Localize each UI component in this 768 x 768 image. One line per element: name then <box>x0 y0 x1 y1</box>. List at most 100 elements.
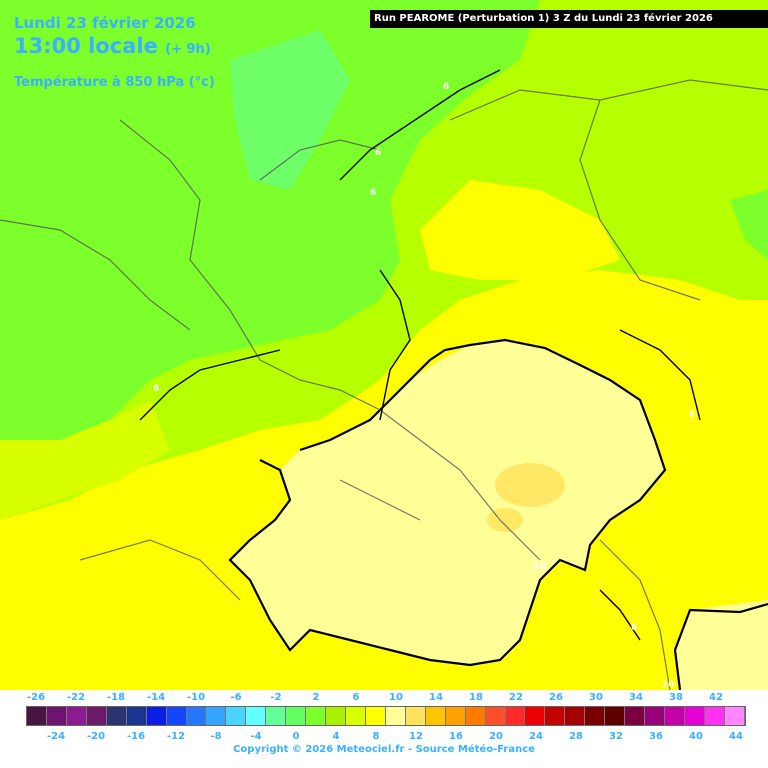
coastline-se <box>673 602 768 690</box>
legend-top-label: 22 <box>509 692 523 703</box>
temperature-map <box>0 0 768 690</box>
legend-top-label: 18 <box>469 692 483 703</box>
copyright: Copyright © 2026 Meteociel.fr - Source M… <box>233 744 535 755</box>
legend-swatch <box>326 707 346 725</box>
legend-bottom-label: 40 <box>689 731 703 742</box>
legend-swatch <box>86 707 107 725</box>
legend-swatch <box>66 707 87 725</box>
legend-bottom-label: 16 <box>449 731 463 742</box>
legend-swatch <box>505 707 526 725</box>
legend-top-label: -10 <box>186 692 206 703</box>
legend-swatch <box>346 707 366 725</box>
isotherm-6 <box>139 69 701 641</box>
legend-top-label: 10 <box>389 692 403 703</box>
legend-bottom-label: 36 <box>649 731 663 742</box>
legend-swatch <box>106 707 127 725</box>
forecast-time-value: 13:00 locale <box>14 34 158 58</box>
isotherm-label: 6 <box>370 188 377 198</box>
coastline <box>228 338 667 667</box>
legend-swatch <box>625 707 646 725</box>
legend-bottom-label: 4 <box>332 731 340 742</box>
legend-swatch <box>684 707 705 725</box>
legend-bottom-label: -20 <box>86 731 106 742</box>
legend-swatch <box>585 707 606 725</box>
legend-swatch <box>545 707 566 725</box>
field-yellow-ne <box>420 180 620 280</box>
country-borders <box>0 79 768 690</box>
legend-top-label: 34 <box>629 692 643 703</box>
legend-swatch <box>665 707 685 725</box>
legend-bottom-label: 32 <box>609 731 623 742</box>
field-paleyellow <box>230 340 665 665</box>
legend-swatch <box>286 707 307 725</box>
legend-swatch <box>724 707 745 725</box>
legend-swatch <box>704 707 725 725</box>
isotherm-label: 10 <box>534 562 547 572</box>
legend-bottom-label: -12 <box>166 731 186 742</box>
field-paleyellow-se <box>675 600 768 690</box>
legend-swatch <box>445 707 466 725</box>
legend-swatch <box>206 707 227 725</box>
legend-swatch <box>266 707 287 725</box>
legend-swatch <box>365 707 386 725</box>
legend-swatch <box>46 707 67 725</box>
isotherm-label: 6 <box>631 623 638 633</box>
legend-top-label: -14 <box>146 692 166 703</box>
legend-swatch <box>146 707 167 725</box>
isotherm-label: 6 <box>375 148 382 158</box>
legend-top-label: -18 <box>106 692 126 703</box>
legend-bottom-label: 28 <box>569 731 583 742</box>
legend-top-label: 26 <box>549 692 563 703</box>
legend-top-label: -2 <box>270 692 282 703</box>
legend-swatch <box>226 707 247 725</box>
legend-swatch <box>126 707 147 725</box>
color-legend: -26 -22 -18 -14 -10 -6 -2 2 6 10 14 18 22 26 30 34 38 42 … <box>0 690 768 768</box>
legend-bottom-label: 44 <box>729 731 743 742</box>
forecast-date: Lundi 23 février 2026 <box>14 14 196 32</box>
legend-bottom-label: -8 <box>210 731 222 742</box>
legend-swatch <box>405 707 426 725</box>
legend-bottom-label: 0 <box>292 731 300 742</box>
legend-top-label: -6 <box>230 692 242 703</box>
legend-swatch <box>27 707 47 725</box>
legend-bottom-label: 12 <box>409 731 423 742</box>
legend-swatch <box>385 707 406 725</box>
isotherm-label: 6 <box>689 410 696 420</box>
legend-swatch <box>465 707 486 725</box>
field-yellow-sw <box>0 400 170 520</box>
variable-label: Température à 850 hPa (°c) <box>14 75 215 90</box>
legend-top-label: 38 <box>669 692 683 703</box>
isotherm-label: 6 <box>153 384 160 394</box>
isotherm-label: 10 <box>662 680 675 690</box>
legend-color-bar <box>26 706 746 726</box>
legend-swatch <box>485 707 506 725</box>
legend-top-label: 14 <box>429 692 443 703</box>
forecast-time: 13:00 locale (+ 9h) <box>14 34 211 58</box>
legend-bottom-label: 24 <box>529 731 543 742</box>
field-green-3 <box>730 190 768 260</box>
warm-patch-2 <box>487 508 523 532</box>
legend-top-label: -26 <box>26 692 46 703</box>
run-info: Run PEAROME (Perturbation 1) 3 Z du Lund… <box>370 10 768 28</box>
field-lightgreen <box>230 30 350 190</box>
legend-swatch <box>645 707 665 725</box>
field-green <box>0 0 540 440</box>
legend-swatch <box>565 707 586 725</box>
legend-swatch <box>306 707 327 725</box>
legend-bottom-label: -4 <box>250 731 262 742</box>
legend-swatch <box>186 707 207 725</box>
legend-swatch <box>166 707 187 725</box>
legend-swatch <box>525 707 546 725</box>
legend-bottom-label: -24 <box>46 731 66 742</box>
legend-swatch <box>246 707 267 725</box>
legend-bottom-label: 8 <box>372 731 380 742</box>
legend-bottom-label: 20 <box>489 731 503 742</box>
forecast-offset: (+ 9h) <box>165 42 211 57</box>
legend-top-label: 6 <box>352 692 360 703</box>
legend-swatch <box>425 707 446 725</box>
warm-patch-1 <box>495 463 565 507</box>
legend-top-label: 2 <box>312 692 320 703</box>
legend-bottom-label: -16 <box>126 731 146 742</box>
legend-swatch <box>605 707 626 725</box>
legend-top-label: -22 <box>66 692 86 703</box>
